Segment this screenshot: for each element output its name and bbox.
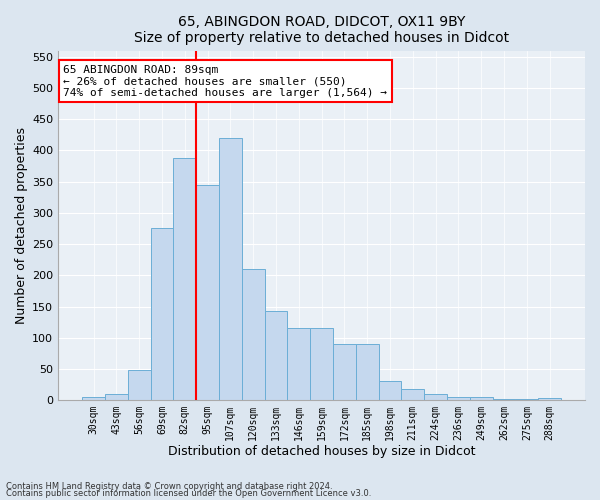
Bar (173, 158, 196, 400)
Bar (538, 398, 561, 400)
Bar (379, 382, 401, 400)
Bar (287, 328, 310, 400)
Bar (82, 397, 105, 400)
Bar (515, 399, 538, 400)
Text: Contains public sector information licensed under the Open Government Licence v3: Contains public sector information licen… (6, 489, 371, 498)
Text: 65 ABINGDON ROAD: 89sqm
← 26% of detached houses are smaller (550)
74% of semi-d: 65 ABINGDON ROAD: 89sqm ← 26% of detache… (64, 64, 388, 98)
Bar (424, 394, 447, 400)
Y-axis label: Number of detached properties: Number of detached properties (15, 127, 28, 324)
Bar (356, 344, 379, 400)
Bar (333, 344, 356, 400)
Bar (493, 399, 515, 400)
Bar (151, 228, 173, 400)
Bar (470, 397, 493, 400)
Bar (265, 311, 287, 400)
Bar (128, 370, 151, 400)
Bar (310, 328, 333, 400)
X-axis label: Distribution of detached houses by size in Didcot: Distribution of detached houses by size … (168, 444, 475, 458)
Text: Contains HM Land Registry data © Crown copyright and database right 2024.: Contains HM Land Registry data © Crown c… (6, 482, 332, 491)
Title: 65, ABINGDON ROAD, DIDCOT, OX11 9BY
Size of property relative to detached houses: 65, ABINGDON ROAD, DIDCOT, OX11 9BY Size… (134, 15, 509, 45)
Bar (105, 394, 128, 400)
Bar (196, 185, 219, 400)
Bar (447, 397, 470, 400)
Bar (242, 269, 265, 400)
Bar (219, 138, 242, 400)
Bar (401, 389, 424, 400)
